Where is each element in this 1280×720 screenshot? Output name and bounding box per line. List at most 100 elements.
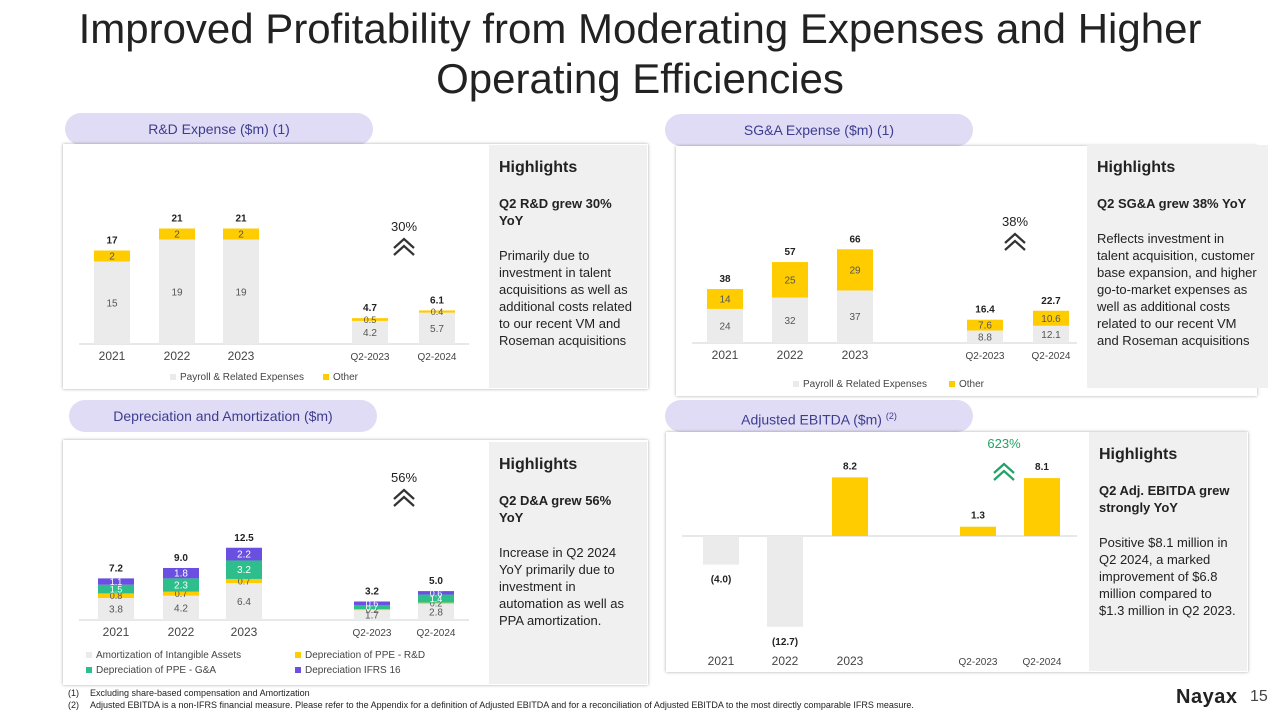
legend-label: Amortization of Intangible Assets	[96, 650, 241, 661]
data-label: 1.7	[365, 611, 379, 622]
ebitda-chart: (4.0) 2021 (12.7) 2022 8.2 2023 1.3 Q2-2023 8.1 Q…	[682, 436, 1077, 668]
bar	[1024, 478, 1060, 536]
x-tick-label: 2023	[842, 348, 869, 362]
x-tick-label: 2022	[772, 654, 799, 668]
bar-segment	[772, 297, 808, 343]
x-tick-label: Q2-2023	[966, 351, 1005, 362]
bar	[960, 526, 996, 536]
legend-swatch	[323, 374, 329, 380]
x-tick-label: 2023	[837, 654, 864, 668]
double-chevron-up-icon	[393, 488, 415, 507]
bar-segment	[707, 289, 743, 309]
bar-segment	[967, 330, 1003, 343]
total-label: 4.7	[363, 303, 377, 314]
data-label: 37	[849, 312, 861, 323]
ebitda-pill: Adjusted EBITDA ($m) (2)	[665, 400, 973, 432]
bar-segment	[226, 547, 262, 561]
bar-segment	[419, 310, 455, 313]
bar-segment	[707, 308, 743, 343]
x-tick-label: Q2-2023	[959, 657, 998, 668]
x-tick-label: 2022	[777, 348, 804, 362]
total-label: 5.0	[429, 576, 443, 587]
growth-label: 56%	[391, 470, 417, 485]
data-label: (12.7)	[772, 637, 798, 648]
x-tick-label: Q2-2023	[353, 628, 392, 639]
x-tick-label: 2022	[168, 625, 195, 639]
data-label: 8.2	[843, 461, 857, 472]
total-label: 22.7	[1041, 296, 1061, 307]
rd-highlights-body: Primarily due to investment in talent ac…	[499, 248, 632, 348]
bar-segment	[352, 318, 388, 321]
total-label: 12.5	[234, 533, 254, 544]
bar-segment	[223, 228, 259, 240]
rd-pill: R&D Expense ($m) (1)	[65, 113, 373, 145]
data-label: 0.6	[366, 599, 379, 609]
ebitda-highlights-subhead: Q2 Adj. EBITDA grew strongly YoY	[1099, 483, 1230, 515]
data-label: 0.5	[364, 315, 377, 325]
ebitda-highlights-heading: Highlights	[1099, 446, 1178, 463]
bar-segment	[418, 591, 454, 595]
growth-label: 38%	[1002, 214, 1028, 229]
total-label: 17	[106, 236, 118, 247]
bar-segment	[163, 578, 199, 592]
data-label: 19	[235, 287, 247, 298]
x-tick-label: 2023	[231, 625, 258, 639]
data-label: 10.6	[1041, 314, 1061, 325]
data-label: 2	[109, 252, 115, 263]
footnote-2-number: (2)	[68, 700, 79, 710]
bar-segment	[163, 567, 199, 579]
bar-segment	[163, 591, 199, 596]
legend-swatch	[295, 667, 301, 673]
legend-label: Depreciation of PPE - G&A	[96, 665, 216, 676]
double-chevron-up-icon	[393, 237, 415, 256]
data-label: 1.4	[430, 594, 443, 604]
x-tick-label: 2022	[164, 349, 191, 363]
bar-segment	[98, 598, 134, 620]
bar-segment	[226, 583, 262, 620]
data-label: 2	[238, 230, 244, 241]
legend-swatch	[170, 374, 176, 380]
data-label: 1.3	[971, 511, 985, 522]
x-tick-label: Q2-2024	[418, 352, 457, 363]
data-label: 2	[174, 230, 180, 241]
double-chevron-up-icon	[993, 462, 1015, 481]
growth-label: 30%	[391, 219, 417, 234]
bar-segment	[419, 312, 455, 344]
footnote-1-text: Excluding share-based compensation and A…	[90, 688, 310, 698]
bar-segment	[354, 604, 390, 610]
legend-label: Other	[959, 379, 985, 390]
data-label: 8.8	[978, 332, 992, 343]
ebitda-highlights-body: Positive $8.1 million in Q2 2024, a mark…	[1099, 535, 1236, 618]
bar-segment	[837, 290, 873, 343]
data-label: 8.1	[1035, 462, 1049, 473]
data-label: 29	[849, 265, 861, 276]
legend-swatch	[86, 667, 92, 673]
da-pill: Depreciation and Amortization ($m)	[69, 400, 377, 432]
rd-highlights: Highlights Q2 R&D grew 30% YoY Primarily…	[489, 145, 647, 388]
data-label: 19	[171, 287, 183, 298]
data-label: 24	[719, 321, 731, 332]
data-label: 0.7	[175, 589, 188, 599]
data-label: 0.4	[431, 307, 444, 317]
x-tick-label: Q2-2024	[1032, 351, 1071, 362]
data-label: 15	[106, 298, 118, 309]
legend-label: Payroll & Related Expenses	[180, 372, 304, 383]
data-label: 3.2	[237, 565, 251, 576]
bar-segment	[418, 603, 454, 620]
da-highlights-heading: Highlights	[499, 456, 578, 473]
bar-segment	[94, 261, 130, 344]
bar-segment	[1033, 325, 1069, 343]
footnote-2: (2) Adjusted EBITDA is a non-IFRS financi…	[68, 699, 914, 711]
sga-highlights-heading: Highlights	[1097, 159, 1176, 176]
bar	[767, 536, 803, 627]
bar-segment	[1033, 310, 1069, 326]
data-label: 2.3	[174, 581, 188, 592]
x-tick-label: 2021	[103, 625, 130, 639]
da-highlights-body: Increase in Q2 2024 YoY primarily due to…	[499, 545, 625, 628]
legend-swatch	[949, 381, 955, 387]
bar-segment	[159, 239, 195, 344]
data-label: 0.2	[366, 605, 379, 615]
data-label: 1.1	[110, 577, 123, 587]
total-label: 9.0	[174, 553, 188, 564]
x-tick-label: 2021	[712, 348, 739, 362]
